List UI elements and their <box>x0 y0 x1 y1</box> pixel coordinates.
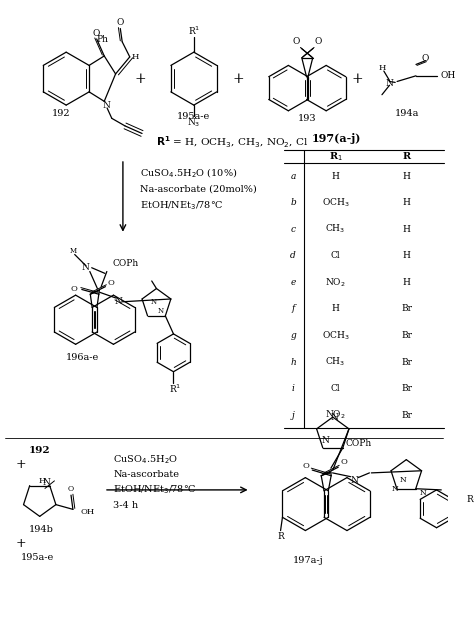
Text: Br: Br <box>401 304 412 313</box>
Text: $\bf{R^{1}}$ = H, OCH$_{3}$, CH$_{3}$, NO$_{2}$, Cl: $\bf{R^{1}}$ = H, OCH$_{3}$, CH$_{3}$, N… <box>156 134 308 150</box>
Text: NO$_{2}$: NO$_{2}$ <box>325 409 346 421</box>
Text: 197(a-j): 197(a-j) <box>312 133 361 144</box>
Text: O: O <box>71 285 78 292</box>
Text: O: O <box>108 279 115 287</box>
Text: Cl: Cl <box>331 251 340 260</box>
Text: O: O <box>117 18 124 27</box>
Text: N: N <box>102 101 110 110</box>
Text: Br: Br <box>401 331 412 340</box>
Text: N: N <box>81 263 89 272</box>
Text: h: h <box>290 358 296 367</box>
Text: Ph: Ph <box>96 35 108 44</box>
Text: N: N <box>331 413 338 421</box>
Text: R: R <box>277 532 284 541</box>
Text: Br: Br <box>401 384 412 393</box>
Text: e: e <box>291 278 296 287</box>
Text: 194b: 194b <box>28 525 53 534</box>
Text: R$^{1}$: R$^{1}$ <box>188 24 200 37</box>
Text: H: H <box>38 477 46 485</box>
Text: +: + <box>16 458 26 471</box>
Text: R: R <box>402 152 410 161</box>
Text: H: H <box>332 171 339 181</box>
Text: EtOH/NEt$_{3}$/78°C: EtOH/NEt$_{3}$/78°C <box>113 483 197 496</box>
Text: OH: OH <box>81 508 95 516</box>
Text: 3-4 h: 3-4 h <box>113 500 138 510</box>
Text: 192: 192 <box>28 445 50 455</box>
Text: O: O <box>92 29 100 38</box>
Text: Br: Br <box>401 411 412 420</box>
Text: EtOH/NEt$_{3}$/78°C: EtOH/NEt$_{3}$/78°C <box>140 199 224 212</box>
Text: O: O <box>422 54 429 63</box>
Text: f: f <box>292 304 295 313</box>
Text: Na-ascorbate (20mol%): Na-ascorbate (20mol%) <box>140 185 257 194</box>
Text: 195a-e: 195a-e <box>177 112 210 121</box>
Text: 197a-j: 197a-j <box>293 556 324 565</box>
Text: O: O <box>314 37 321 46</box>
Text: N: N <box>385 79 393 88</box>
Text: 196a-e: 196a-e <box>66 353 100 362</box>
Text: O: O <box>293 37 301 46</box>
Text: Na-ascorbate: Na-ascorbate <box>113 470 180 479</box>
Text: 194a: 194a <box>394 109 419 118</box>
Text: Br: Br <box>401 358 412 367</box>
Text: N: N <box>350 476 358 485</box>
Text: N: N <box>43 478 51 487</box>
Text: +: + <box>16 537 26 550</box>
Text: Cl: Cl <box>331 384 340 393</box>
Text: +: + <box>352 72 363 86</box>
Text: i: i <box>292 384 294 393</box>
Text: H: H <box>132 53 139 61</box>
Text: a: a <box>291 171 296 181</box>
Text: CH$_{3}$: CH$_{3}$ <box>326 356 346 369</box>
Text: OCH$_{3}$: OCH$_{3}$ <box>322 329 349 341</box>
Text: O: O <box>68 486 74 493</box>
Text: COPh: COPh <box>112 260 139 268</box>
Text: j: j <box>292 411 294 420</box>
Text: N: N <box>321 436 329 445</box>
Text: COPh: COPh <box>345 439 371 448</box>
Text: H: H <box>332 304 339 313</box>
Text: M: M <box>69 247 76 255</box>
Text: N: N <box>151 298 157 306</box>
Text: N: N <box>420 490 427 498</box>
Text: N: N <box>115 297 123 306</box>
Text: N: N <box>392 485 398 493</box>
Text: NO$_{2}$: NO$_{2}$ <box>325 276 346 289</box>
Text: O: O <box>302 462 309 470</box>
Text: CH$_{3}$: CH$_{3}$ <box>326 223 346 236</box>
Text: CuSO$_{4}$.5H$_{2}$O (10%): CuSO$_{4}$.5H$_{2}$O (10%) <box>140 166 237 180</box>
Text: H: H <box>378 64 386 72</box>
Text: H: H <box>402 225 410 234</box>
Text: CuSO$_{4}$.5H$_{2}$O: CuSO$_{4}$.5H$_{2}$O <box>113 453 179 466</box>
Text: +: + <box>232 72 244 86</box>
Text: 195a-e: 195a-e <box>21 554 54 563</box>
Text: N: N <box>399 476 406 484</box>
Text: R$^{1}$: R$^{1}$ <box>169 382 182 395</box>
Text: O: O <box>340 459 347 466</box>
Text: R$_{1}$: R$_{1}$ <box>329 150 343 163</box>
Text: H: H <box>402 278 410 287</box>
Text: N: N <box>158 307 164 315</box>
Text: 192: 192 <box>52 109 71 118</box>
Text: H: H <box>402 198 410 207</box>
Text: c: c <box>291 225 296 234</box>
Text: d: d <box>290 251 296 260</box>
Text: H: H <box>402 251 410 260</box>
Text: N$_{3}$: N$_{3}$ <box>187 117 201 129</box>
Text: b: b <box>290 198 296 207</box>
Text: OCH$_{3}$: OCH$_{3}$ <box>322 197 349 209</box>
Text: +: + <box>134 72 146 86</box>
Text: 193: 193 <box>298 114 317 123</box>
Text: H: H <box>402 171 410 181</box>
Text: OH: OH <box>440 71 456 80</box>
Text: R$_{1}$: R$_{1}$ <box>466 493 474 506</box>
Text: g: g <box>290 331 296 340</box>
